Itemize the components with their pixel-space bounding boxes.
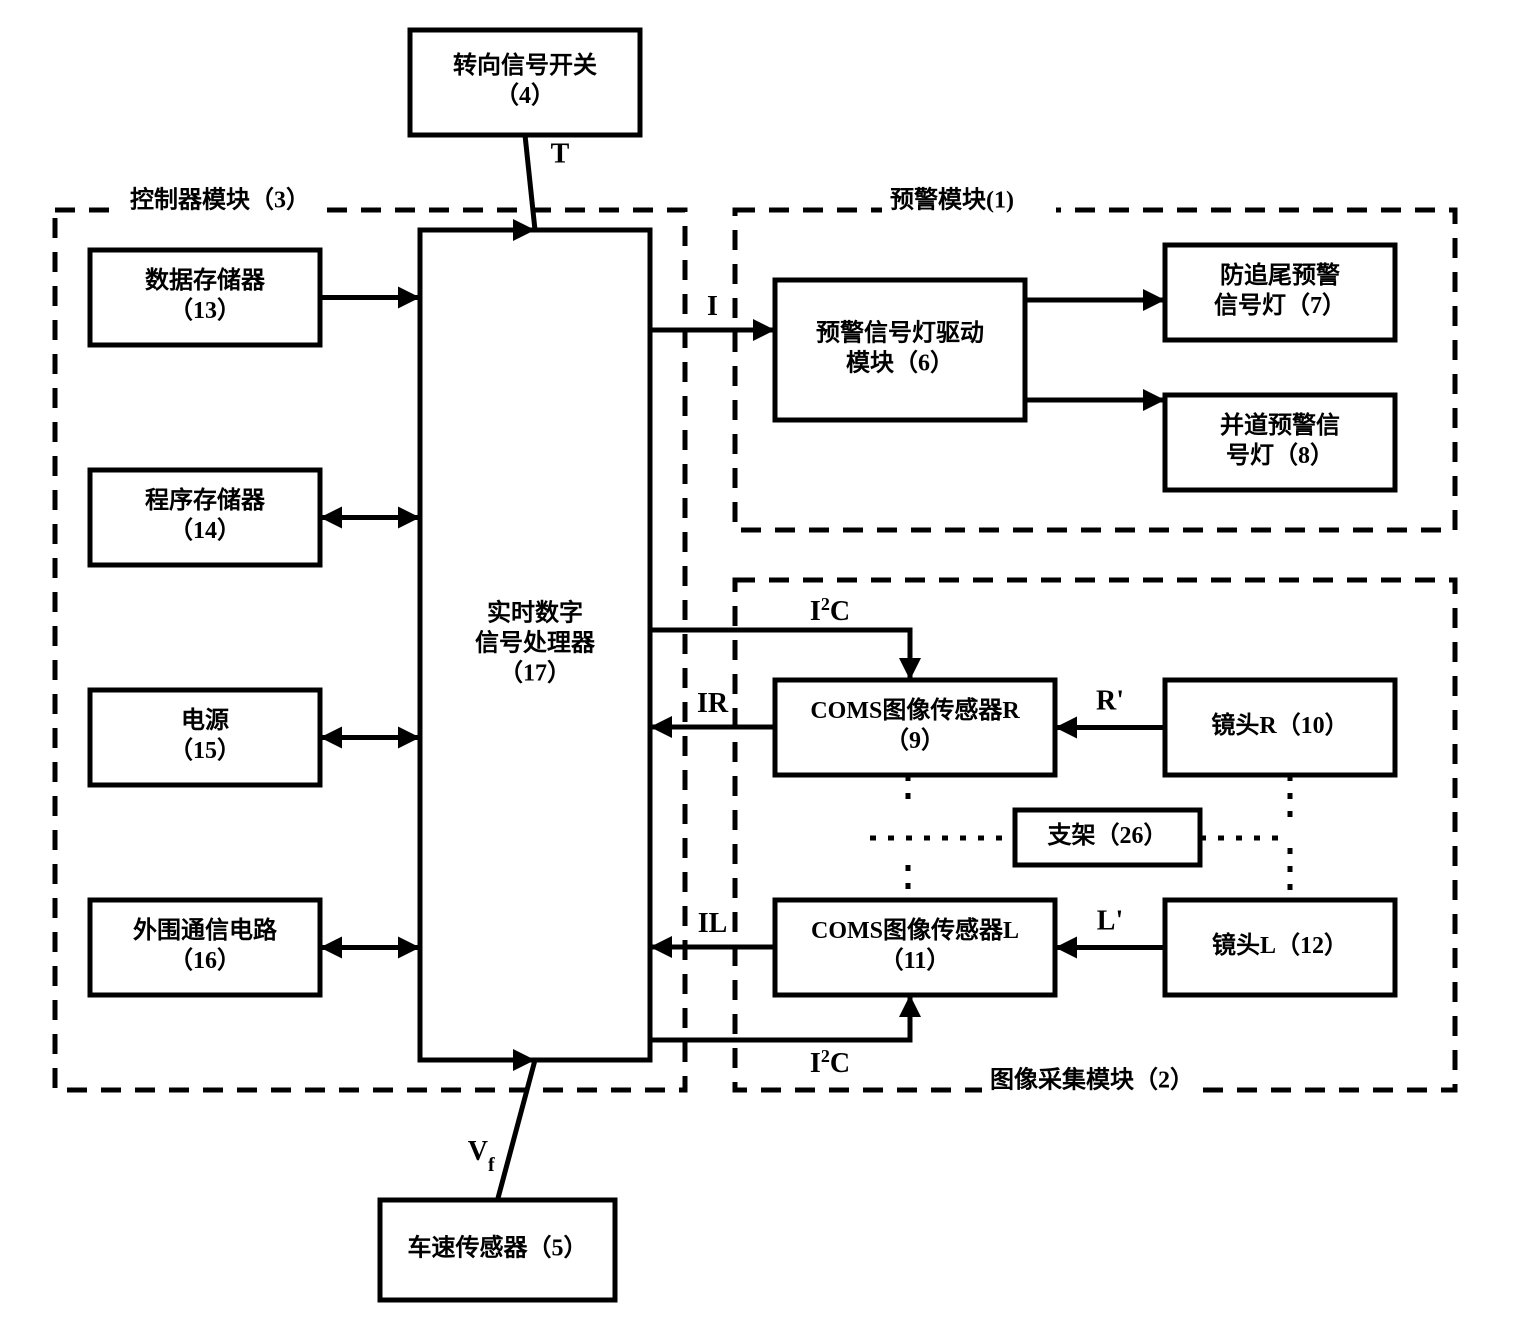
- node-n10-label-0: 镜头R（10）: [1211, 711, 1348, 739]
- node-n14-label-0: 程序存储器: [145, 486, 266, 514]
- node-n15-label-0: 电源: [181, 707, 229, 734]
- node-n7-label-0: 防追尾预警: [1220, 261, 1340, 289]
- node-n7-label-1: 信号灯（7）: [1214, 291, 1346, 319]
- node-n17-label-1: 信号处理器: [475, 629, 596, 657]
- node-n4-label-1: （4）: [495, 82, 555, 109]
- node-n13-label-1: （13）: [169, 297, 241, 324]
- node-n17-label-2: （17）: [499, 660, 571, 687]
- group-g2-label: 图像采集模块（2）: [990, 1066, 1194, 1094]
- node-n15-label-1: （15）: [169, 737, 241, 764]
- edge-6-label: I: [707, 291, 718, 322]
- group-g1-label: 预警模块(1): [890, 187, 1014, 214]
- group-g3-label: 控制器模块（3）: [130, 186, 310, 214]
- node-n4-label-0: 转向信号开关: [453, 51, 597, 79]
- node-n16-label-1: （16）: [169, 947, 241, 974]
- i2c-edge-1-label: I2C: [810, 1046, 850, 1079]
- node-n6-label-0: 预警信号灯驱动: [816, 319, 984, 347]
- node-n11-label-1: （11）: [880, 947, 951, 974]
- node-n6-label-1: 模块（6）: [846, 350, 954, 377]
- i2c-edge-1: [650, 995, 910, 1040]
- edge-0: [525, 135, 535, 230]
- edge-11-label: R': [1096, 686, 1124, 717]
- node-n8-label-0: 并道预警信: [1220, 411, 1340, 439]
- node-n11-label-0: COMS图像传感器L: [811, 916, 1019, 944]
- node-n26-label-0: 支架（26）: [1048, 822, 1168, 849]
- i2c-edge-0: [650, 630, 910, 680]
- node-n8-label-1: 号灯（8）: [1226, 442, 1334, 469]
- node-n13-label-0: 数据存储器: [145, 266, 266, 294]
- node-n5-label-0: 车速传感器（5）: [408, 1234, 588, 1262]
- node-n17-label-0: 实时数字: [487, 599, 583, 627]
- edge-0-label: T: [551, 139, 570, 170]
- edge-1-label: Vf: [468, 1136, 495, 1176]
- edge-9-label: IR: [697, 688, 729, 719]
- node-n9-label-0: COMS图像传感器R: [810, 696, 1020, 724]
- node-n14-label-1: （14）: [169, 517, 241, 544]
- edge-12-label: L': [1097, 906, 1123, 937]
- i2c-edge-0-label: I2C: [810, 594, 850, 627]
- node-n9-label-1: （9）: [885, 727, 945, 754]
- node-n12-label-0: 镜头L（12）: [1212, 931, 1348, 959]
- node-n16-label-0: 外围通信电路: [133, 916, 278, 944]
- edge-1: [498, 1060, 536, 1200]
- edge-10-label: IL: [698, 908, 728, 939]
